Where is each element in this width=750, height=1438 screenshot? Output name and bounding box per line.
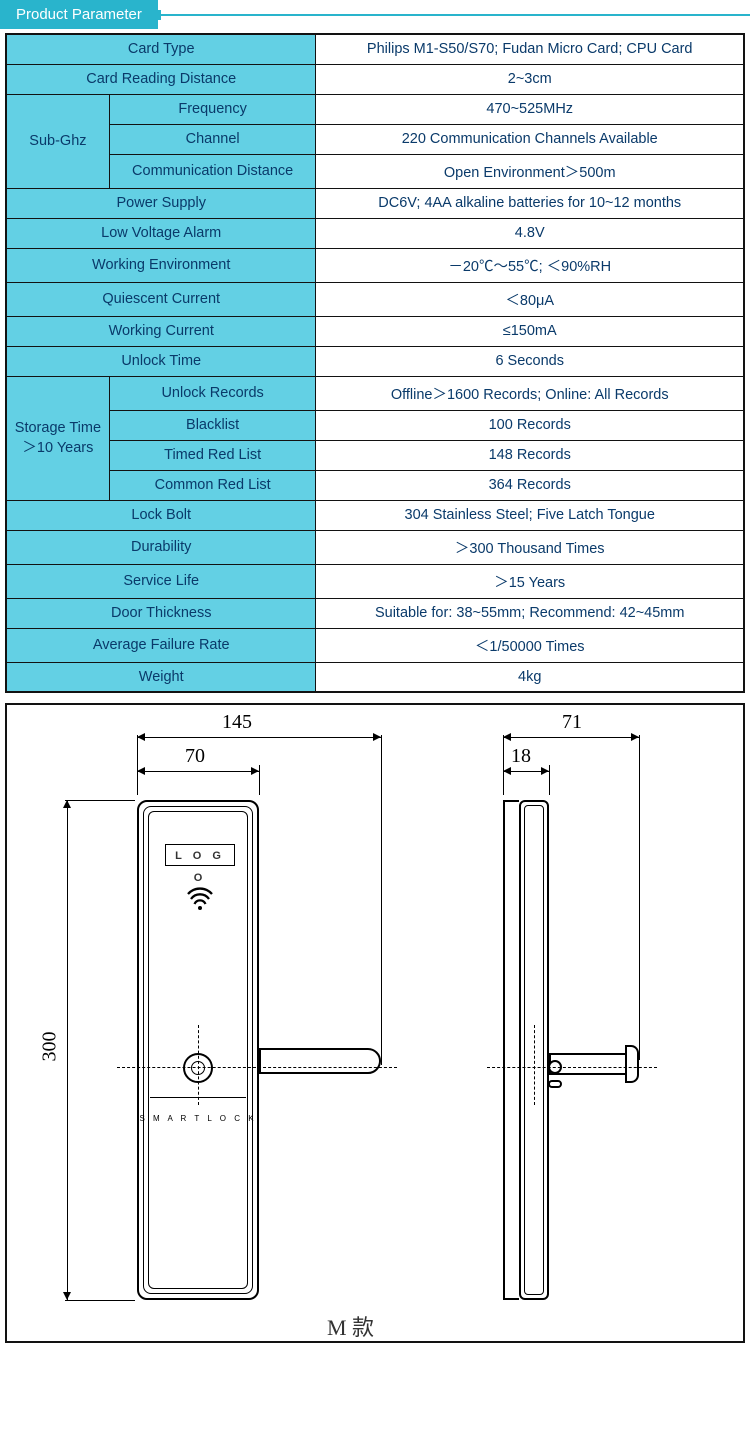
spec-label: Working Environment: [6, 248, 316, 282]
spec-value: ＜80μA: [316, 282, 744, 316]
spec-value: Suitable for: 38~55mm; Recommend: 42~45m…: [316, 598, 744, 628]
spec-value: 304 Stainless Steel; Five Latch Tongue: [316, 500, 744, 530]
front-handle: [259, 1048, 381, 1074]
spec-value: －20℃～55℃; ＜90%RH: [316, 248, 744, 282]
spec-label: Weight: [6, 662, 316, 692]
spec-group: Sub-Ghz: [6, 94, 109, 188]
spec-label: Durability: [6, 530, 316, 564]
spec-value: 470~525MHz: [316, 94, 744, 124]
spec-label: Card Reading Distance: [6, 64, 316, 94]
dim-71: 71: [562, 711, 582, 734]
spec-value: DC6V; 4AA alkaline batteries for 10~12 m…: [316, 188, 744, 218]
spec-value: ＜1/50000 Times: [316, 628, 744, 662]
spec-label: Low Voltage Alarm: [6, 218, 316, 248]
spec-value: 4kg: [316, 662, 744, 692]
spec-label: Service Life: [6, 564, 316, 598]
spec-value: 6 Seconds: [316, 346, 744, 376]
dimline-18: [503, 771, 549, 772]
spec-label: Lock Bolt: [6, 500, 316, 530]
spec-label: Timed Red List: [109, 440, 316, 470]
spec-value: 364 Records: [316, 470, 744, 500]
smartlock-label: S M A R T L O C K: [139, 1114, 257, 1123]
header-rule: [158, 14, 750, 16]
spec-label: Common Red List: [109, 470, 316, 500]
spec-label: Frequency: [109, 94, 316, 124]
spec-value: Open Environment＞500m: [316, 154, 744, 188]
dim-70: 70: [185, 745, 205, 768]
spec-value: 2~3cm: [316, 64, 744, 94]
logo-placeholder: L O G O: [165, 844, 235, 866]
dim-145: 145: [222, 711, 252, 734]
spec-value: Offline＞1600 Records; Online: All Record…: [316, 376, 744, 410]
dimline-300: [67, 800, 68, 1300]
spec-group: Storage Time ＞10 Years: [6, 376, 109, 500]
spec-value: 148 Records: [316, 440, 744, 470]
spec-label: Average Failure Rate: [6, 628, 316, 662]
spec-label: Card Type: [6, 34, 316, 64]
header-title: Product Parameter: [0, 0, 158, 29]
model-label: M 款: [327, 1310, 374, 1342]
spec-value: 4.8V: [316, 218, 744, 248]
spec-label: Working Current: [6, 316, 316, 346]
section-header: Product Parameter: [0, 0, 750, 29]
dim-18: 18: [511, 745, 531, 768]
dim-300: 300: [39, 1032, 62, 1062]
dimline-71: [503, 737, 639, 738]
rfid-icon: [185, 882, 215, 912]
side-handle-cap: [625, 1045, 639, 1083]
lock-side-backplate: [503, 800, 519, 1300]
spec-value: ＞300 Thousand Times: [316, 530, 744, 564]
spec-label: Unlock Time: [6, 346, 316, 376]
spec-label: Door Thickness: [6, 598, 316, 628]
dimline-145: [137, 737, 381, 738]
spec-label: Channel: [109, 124, 316, 154]
spec-label: Blacklist: [109, 410, 316, 440]
spec-value: Philips M1-S50/S70; Fudan Micro Card; CP…: [316, 34, 744, 64]
spec-table: Card TypePhilips M1-S50/S70; Fudan Micro…: [5, 33, 745, 693]
spec-label: Communication Distance: [109, 154, 316, 188]
spec-value: 100 Records: [316, 410, 744, 440]
spec-value: ≤150mA: [316, 316, 744, 346]
dimline-70: [137, 771, 259, 772]
spec-value: 220 Communication Channels Available: [316, 124, 744, 154]
dimension-diagram: 145 70 300 71 18 L O G O S M A R T L O C…: [5, 703, 745, 1343]
spec-value: ＞15 Years: [316, 564, 744, 598]
spec-label: Unlock Records: [109, 376, 316, 410]
spec-label: Power Supply: [6, 188, 316, 218]
spec-label: Quiescent Current: [6, 282, 316, 316]
